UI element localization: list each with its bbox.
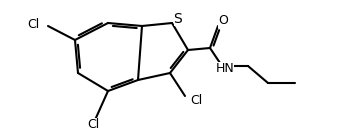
Text: S: S <box>174 12 182 26</box>
Text: Cl: Cl <box>28 18 40 30</box>
Text: O: O <box>218 14 228 27</box>
Text: Cl: Cl <box>190 94 202 107</box>
Text: HN: HN <box>215 62 234 75</box>
Text: Cl: Cl <box>87 117 99 131</box>
